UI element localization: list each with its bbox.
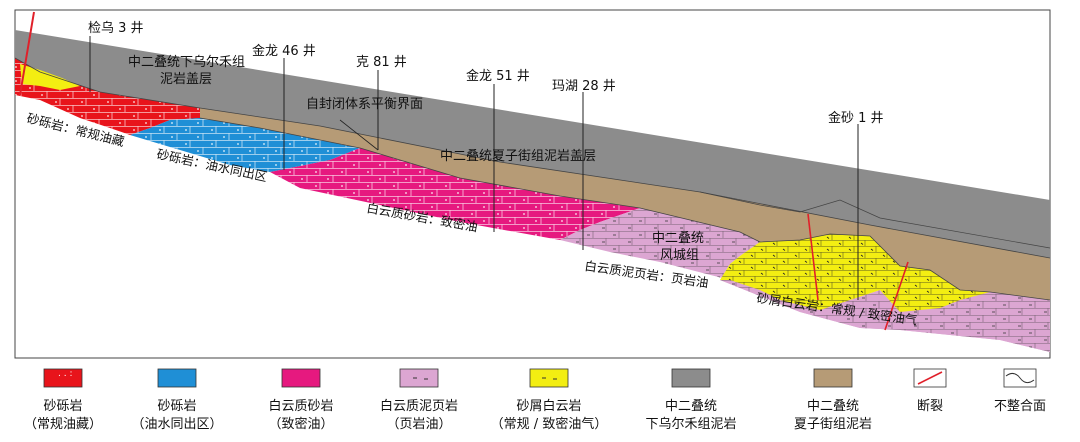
legend-label-2b: （油水同出区） [131,417,222,432]
unconformity-line-icon [1005,372,1035,384]
legend-label-4a: 白云质泥页岩 [380,398,458,414]
legend-item-wuerhe-mudstone: 中二叠统 下乌尔禾组泥岩 [645,368,737,432]
legend-label-1a: 砂砾岩 [43,399,82,414]
legend-item-unconformity: 不整合面 [994,368,1046,414]
legend-swatch-yellow [529,368,569,388]
legend-item-xiazijie-mudstone: 中二叠统 夏子街组泥岩 [794,368,872,432]
legend-label-6a: 中二叠统 [665,399,717,414]
svg-text:. . :: . . : [58,369,72,379]
legend-item-dolomitic-shale: 白云质泥页岩 （页岩油） [380,368,458,432]
legend-swatch-gray [671,368,711,388]
well-label-jianwu3: 检乌 3 井 [88,20,144,36]
legend-item-dolomitic-sandstone: 白云质砂岩 （致密油） [268,368,334,432]
well-label-mahu28: 玛湖 28 井 [552,79,616,94]
legend-label-3a: 白云质砂岩 [268,398,333,414]
xiazijie-mudstone-layer [200,108,1050,300]
legend-label-4b: （页岩油） [386,417,451,432]
legend-label-2a: 砂砾岩 [157,399,196,414]
legend-label-7b: 夏子街组泥岩 [794,417,872,432]
legend-label-9: 不整合面 [994,399,1046,414]
dolomite-debris-left [20,64,80,90]
well-label-jinsha1: 金砂 1 井 [828,110,884,126]
legend-label-8: 断裂 [917,399,943,414]
legend-item-fault: 断裂 [913,368,947,414]
well-label-jinlong51: 金龙 51 井 [466,68,530,84]
fault-line-icon [917,371,943,385]
legend-swatch-blue [157,368,197,388]
well-label-ke81: 克 81 井 [356,55,407,70]
legend-label-5b: （常规 / 致密油气） [491,416,608,432]
faults [19,11,909,331]
wuerhe-mudstone-layer [15,30,1050,258]
annotation-fengcheng-line1: 中二叠统 [652,231,704,246]
legend-label-5a: 砂屑白云岩 [516,398,581,414]
legend-label-3b: （致密油） [268,416,333,432]
annotation-fengcheng-line2: 风城组 [660,248,699,263]
legend-label-7a: 中二叠统 [807,399,859,414]
legend-label-1b: （常规油藏） [24,417,102,432]
legend: . . : 砂砾岩 （常规油藏） 砂砾岩 （油水同出区） 白云质砂岩 （致密油）… [24,368,1046,432]
annotation-xiazijie-cap: 中二叠统夏子街组泥岩盖层 [440,149,596,164]
well-lines [89,36,859,300]
legend-item-dolomite-debris: 砂屑白云岩 （常规 / 致密油气） [491,368,608,432]
legend-swatch-tan [813,368,853,388]
annotation-wuerhe-cap-line1: 中二叠统下乌尔禾组 [128,54,245,70]
legend-swatch-red [43,368,83,388]
well-label-jinlong46: 金龙 46 井 [252,43,316,59]
annotation-wuerhe-cap-line2: 泥岩盖层 [160,72,212,87]
legend-item-conglomerate-oil-water: 砂砾岩 （油水同出区） [131,368,223,432]
legend-label-6b: 下乌尔禾组泥岩 [645,416,736,432]
legend-swatch-pink [399,368,439,388]
legend-swatch-magenta [281,368,321,388]
annotation-balance-interface: 自封闭体系平衡界面 [306,97,423,112]
legend-item-conglomerate-conventional: . . : 砂砾岩 （常规油藏） [24,368,102,432]
